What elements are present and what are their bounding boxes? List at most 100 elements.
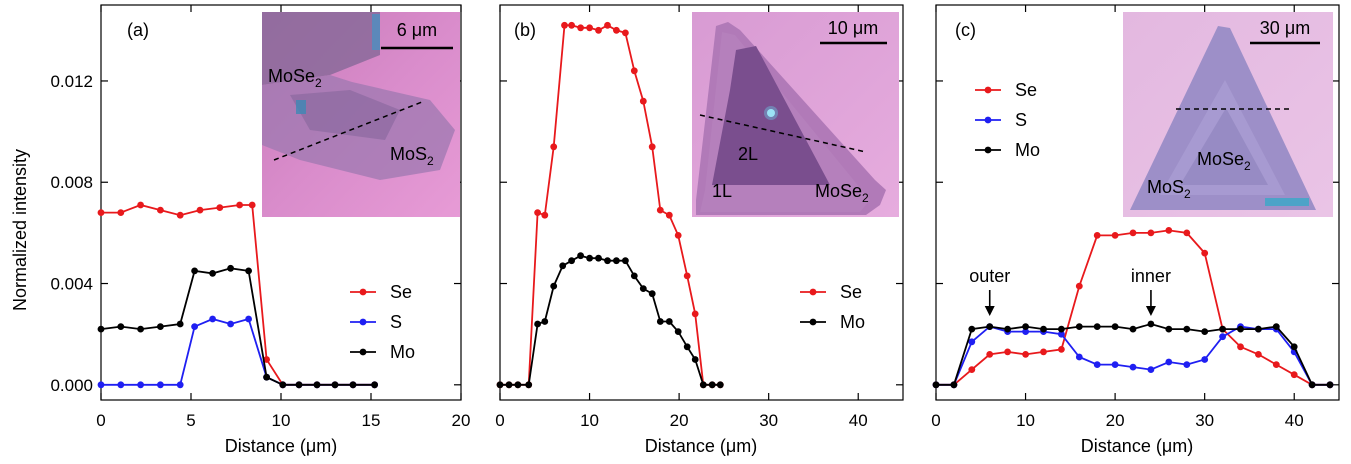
inset-image: 6 μm MoSe2 MoS2	[262, 12, 460, 217]
series-line-se	[500, 24, 721, 386]
data-point-mo	[227, 264, 235, 272]
data-point-se	[1183, 229, 1191, 237]
legend-marker	[984, 86, 992, 94]
series-layer	[496, 21, 724, 389]
data-point-s	[1075, 353, 1083, 361]
data-point-mo	[1219, 325, 1226, 333]
data-point-mo	[932, 381, 940, 389]
inset-label: MoSe2	[268, 66, 322, 90]
inset-label: 2L	[738, 144, 758, 164]
data-point-s	[117, 381, 125, 389]
x-tick-label: 30	[1195, 411, 1214, 430]
data-point-mo	[1290, 343, 1298, 351]
data-point-mo	[505, 381, 513, 389]
legend-label: Se	[840, 282, 862, 302]
x-tick-label: 15	[362, 411, 381, 430]
data-point-s	[1111, 361, 1119, 368]
data-point-se	[176, 211, 184, 219]
data-point-mo	[245, 267, 253, 275]
data-point-se	[534, 209, 541, 217]
data-point-se	[1111, 232, 1119, 239]
data-point-se	[630, 67, 638, 75]
data-point-se	[1290, 371, 1298, 379]
data-point-mo	[371, 381, 378, 389]
series-line-se	[936, 229, 1330, 386]
data-point-mo	[1183, 325, 1191, 333]
data-point-mo	[1111, 323, 1119, 330]
data-point-mo	[117, 323, 125, 330]
line-profile-cut	[699, 114, 867, 153]
panel-label: (b)	[514, 20, 536, 40]
data-point-mo	[586, 254, 593, 262]
data-point-se	[236, 201, 244, 209]
x-ticks: 0 10 20 30 40	[931, 5, 1304, 430]
data-point-mo	[622, 257, 629, 265]
legend-label: S	[1015, 110, 1027, 130]
scale-bar-label: 10 μm	[828, 18, 878, 38]
x-tick-label: 40	[849, 411, 868, 430]
data-point-se	[683, 272, 691, 280]
data-point-mo	[176, 320, 184, 328]
data-point-mo	[559, 262, 567, 270]
data-point-se	[248, 201, 256, 209]
data-point-mo	[550, 282, 558, 290]
legend: Se S Mo	[350, 282, 415, 362]
data-point-se	[1075, 282, 1083, 290]
annotation-arrowhead	[1145, 306, 1156, 316]
panel-label: (c)	[955, 20, 976, 40]
data-point-mo	[541, 318, 549, 325]
x-tick-label: 10	[580, 411, 599, 430]
data-point-se	[656, 206, 664, 214]
y-axis-label: Normalized intensity	[10, 149, 30, 311]
data-point-se	[1237, 343, 1244, 351]
data-point-mo	[577, 252, 584, 260]
plot-frame	[935, 4, 1340, 401]
data-point-mo	[1004, 325, 1011, 333]
data-point-s	[157, 381, 164, 389]
legend-label: Mo	[840, 312, 865, 332]
data-point-s	[227, 320, 235, 328]
x-tick-label: 40	[1285, 411, 1304, 430]
data-point-se	[586, 24, 593, 32]
x-axis-label: Distance (μm)	[225, 436, 337, 456]
data-point-mo	[331, 381, 339, 389]
data-point-se	[604, 21, 611, 29]
inset-image: 10 μm 2L 1L MoSe2	[692, 12, 899, 217]
annotation-label: outer	[969, 266, 1010, 286]
data-point-se	[1040, 348, 1047, 356]
data-point-s	[1129, 363, 1137, 371]
series-line-mo	[100, 267, 375, 386]
data-point-mo	[191, 267, 199, 275]
data-point-mo	[209, 270, 217, 277]
y-tick-label: 0.012	[50, 72, 93, 91]
legend-label: Mo	[390, 342, 415, 362]
data-point-se	[595, 26, 602, 34]
data-point-se	[561, 21, 568, 29]
data-point-mo	[639, 285, 647, 292]
x-ticks: 0 10 20 30 40	[495, 5, 868, 430]
data-point-se	[1129, 229, 1137, 237]
data-point-mo	[630, 272, 638, 280]
data-point-s	[209, 315, 217, 323]
data-point-se	[665, 211, 673, 219]
legend-label: S	[390, 312, 402, 332]
inset-label: MoS2	[1147, 177, 1191, 201]
inset-label: MoSe2	[1197, 149, 1251, 173]
data-point-s	[1058, 330, 1065, 338]
data-point-se	[216, 204, 224, 212]
data-point-se	[1201, 249, 1209, 257]
data-point-mo	[1022, 323, 1029, 330]
legend-marker	[359, 348, 367, 356]
data-point-s	[1219, 333, 1226, 341]
data-point-se	[1093, 232, 1101, 239]
data-point-se	[157, 206, 164, 214]
data-point-s	[1147, 366, 1155, 373]
data-point-s	[968, 338, 976, 346]
data-point-se	[1058, 346, 1065, 353]
data-point-se	[1165, 227, 1173, 234]
annotation-arrowhead	[984, 306, 995, 316]
legend-marker	[359, 318, 367, 326]
legend-label: Mo	[1015, 140, 1040, 160]
data-point-mo	[534, 320, 541, 328]
data-point-mo	[1129, 325, 1137, 333]
